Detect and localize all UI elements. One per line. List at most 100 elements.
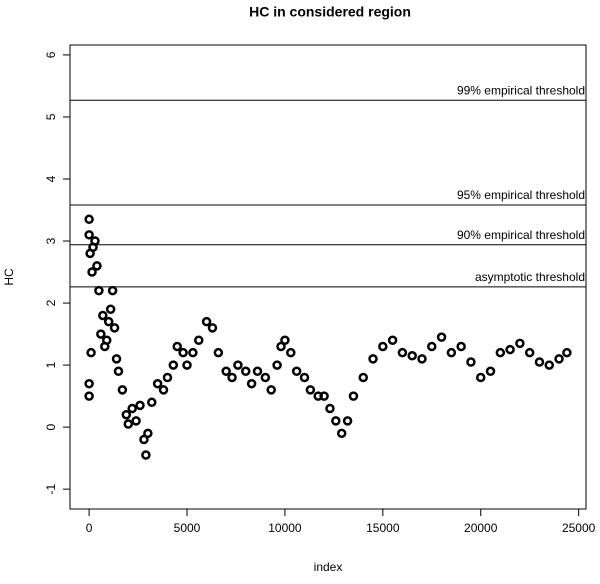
- point: [135, 400, 145, 411]
- x-tick-label: 0: [86, 521, 93, 535]
- point: [182, 360, 192, 370]
- x-tick-label: 10000: [268, 521, 302, 535]
- point: [98, 310, 108, 321]
- point: [92, 261, 102, 271]
- point: [272, 360, 282, 370]
- point: [221, 366, 231, 377]
- point: [276, 341, 286, 352]
- point: [117, 385, 128, 395]
- point: [96, 329, 106, 339]
- point: [84, 378, 94, 389]
- y-tick-label: 0: [44, 423, 58, 430]
- chart-title: HC in considered region: [249, 4, 411, 20]
- y-tick-label: 5: [44, 113, 58, 120]
- point: [162, 372, 173, 383]
- point: [348, 391, 359, 401]
- point: [86, 347, 96, 358]
- y-tick-label: 6: [44, 51, 58, 58]
- point: [485, 366, 496, 377]
- point: [194, 335, 204, 346]
- point: [562, 347, 572, 358]
- point: [213, 347, 224, 358]
- point: [286, 347, 296, 358]
- point: [111, 354, 122, 364]
- x-tick-label: 20000: [464, 521, 498, 535]
- point: [299, 372, 310, 383]
- point: [407, 351, 417, 361]
- point: [107, 285, 118, 296]
- y-tick-label: 2: [44, 299, 58, 306]
- point: [456, 341, 466, 352]
- point: [544, 360, 555, 370]
- point: [188, 347, 198, 358]
- point: [336, 428, 347, 439]
- point: [172, 341, 182, 352]
- y-tick-label: -1: [44, 483, 58, 494]
- plot-frame: [69, 44, 587, 510]
- point: [495, 347, 506, 358]
- point: [227, 372, 237, 383]
- point: [84, 391, 94, 401]
- point: [178, 347, 188, 358]
- point: [246, 378, 257, 389]
- point: [387, 335, 398, 346]
- y-tick-label: 4: [44, 175, 58, 182]
- point: [505, 344, 515, 355]
- point: [397, 347, 408, 358]
- point: [94, 285, 104, 296]
- point: [515, 338, 525, 349]
- point: [127, 403, 137, 414]
- x-axis-label: index: [314, 560, 343, 574]
- point: [121, 409, 132, 420]
- point: [141, 450, 151, 460]
- point: [123, 419, 134, 429]
- point: [378, 341, 388, 352]
- point: [554, 354, 564, 364]
- point: [241, 366, 251, 377]
- threshold-label: 95% empirical threshold: [457, 188, 585, 202]
- point: [168, 360, 179, 370]
- point: [158, 385, 169, 395]
- point: [417, 354, 427, 364]
- point: [291, 366, 302, 377]
- threshold-label: asymptotic threshold: [475, 270, 585, 284]
- point: [466, 357, 476, 367]
- point: [109, 323, 120, 333]
- point: [260, 372, 271, 383]
- y-tick-label: 3: [44, 237, 58, 244]
- point: [524, 347, 535, 358]
- point: [139, 434, 149, 445]
- point: [436, 332, 447, 342]
- point: [87, 267, 97, 277]
- point: [331, 416, 341, 426]
- point: [319, 391, 329, 401]
- point: [103, 316, 114, 327]
- point: [358, 372, 368, 383]
- point: [233, 360, 243, 370]
- point: [152, 378, 163, 389]
- point: [368, 354, 378, 364]
- point: [252, 366, 263, 377]
- x-tick-label: 15000: [366, 521, 400, 535]
- point: [90, 236, 100, 246]
- point: [305, 385, 316, 395]
- threshold-label: 99% empirical threshold: [457, 83, 585, 97]
- point: [427, 341, 437, 352]
- point: [105, 304, 116, 315]
- point: [446, 347, 457, 358]
- threshold-label: 90% empirical threshold: [457, 228, 585, 242]
- x-tick-label: 25000: [562, 521, 596, 535]
- point: [475, 372, 486, 383]
- x-tick-label: 5000: [174, 521, 201, 535]
- y-tick-label: 1: [44, 361, 58, 368]
- point: [342, 416, 353, 426]
- point: [207, 323, 218, 333]
- point: [201, 316, 212, 327]
- point: [325, 403, 335, 414]
- point: [143, 428, 153, 439]
- point: [84, 214, 94, 225]
- point: [266, 385, 276, 395]
- point: [534, 357, 545, 367]
- point: [101, 335, 112, 346]
